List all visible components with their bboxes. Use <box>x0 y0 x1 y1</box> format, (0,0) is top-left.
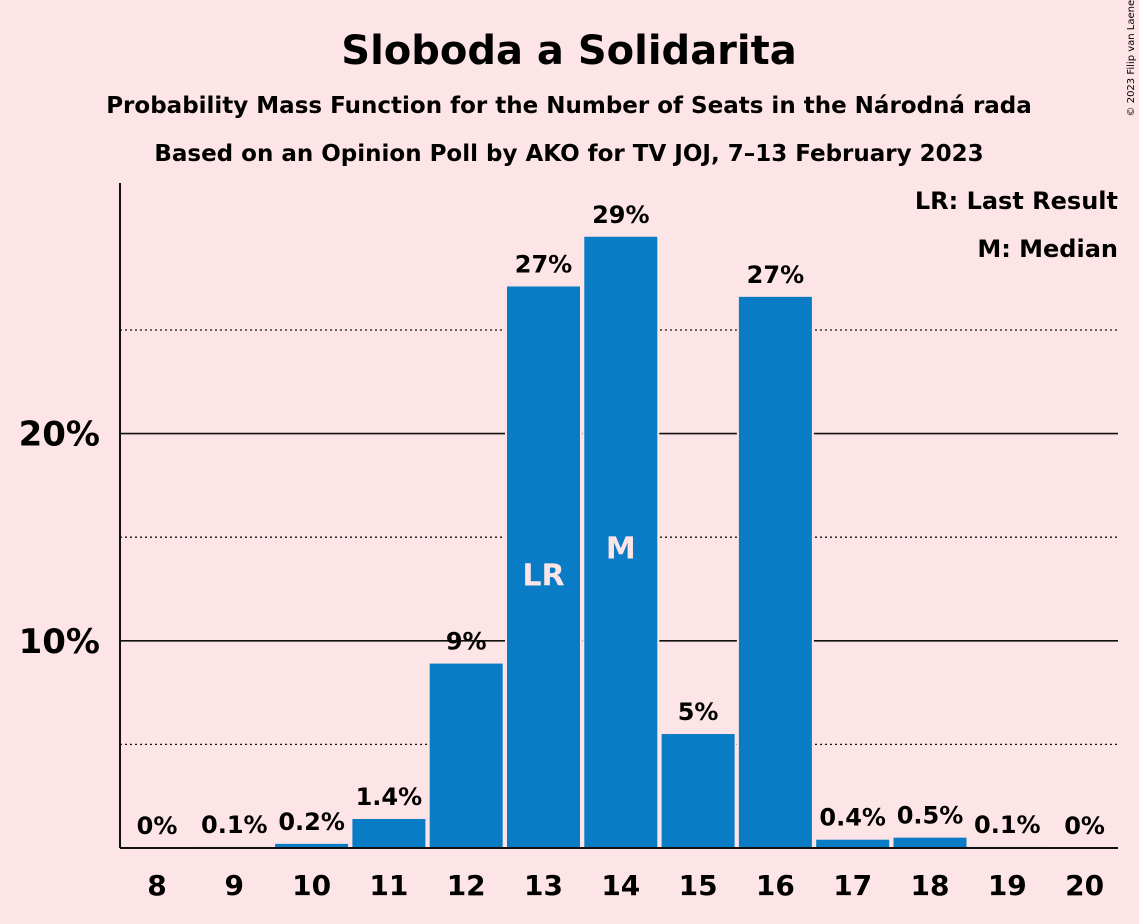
x-tick-label-18: 18 <box>911 869 950 902</box>
y-tick-label: 20% <box>19 415 100 455</box>
x-tick-label-19: 19 <box>988 869 1027 902</box>
bar-11 <box>352 818 426 848</box>
data-label-8: 0% <box>137 812 178 840</box>
bar-13 <box>507 286 580 848</box>
data-labels: 0% 0.1% 0.2% 1.4% 9% 27% LR 29% M 5% 27% 0.4% 0.5% 0.… <box>137 201 1105 840</box>
data-label-16: 27% <box>747 261 804 289</box>
bar-16 <box>738 296 812 848</box>
data-label-19: 0.1% <box>974 811 1041 839</box>
bar-12 <box>429 663 503 848</box>
x-tick-label-11: 11 <box>369 869 408 902</box>
data-label-10: 0.2% <box>278 808 345 836</box>
bar-15 <box>661 734 735 848</box>
bar-10 <box>275 843 349 848</box>
x-tick-label-15: 15 <box>679 869 718 902</box>
axes: 10% 20% 8 9 10 11 12 13 14 15 16 17 18 19 20 <box>19 183 1118 902</box>
bar-17 <box>816 839 890 848</box>
bar-14 <box>584 236 658 848</box>
bar-gap <box>968 844 1046 848</box>
data-label-14: 29% <box>592 201 649 229</box>
copyright-text: © 2023 Filip van Laenen <box>1126 0 1137 116</box>
x-tick-label-8: 8 <box>147 869 166 902</box>
data-label-20: 0% <box>1064 812 1105 840</box>
x-tick-label-9: 9 <box>225 869 244 902</box>
data-label-12: 9% <box>446 628 487 656</box>
x-tick-label-16: 16 <box>756 869 795 902</box>
bar-gap <box>195 844 273 848</box>
chart-subtitle-2: Based on an Opinion Poll by AKO for TV J… <box>154 141 983 167</box>
y-tick-label: 10% <box>19 622 100 662</box>
x-tick-label-12: 12 <box>447 869 486 902</box>
data-label-11: 1.4% <box>356 783 423 811</box>
bars <box>195 234 1046 848</box>
data-label-13: 27% <box>515 250 572 278</box>
marker-M: M <box>606 531 636 566</box>
data-label-15: 5% <box>678 698 719 726</box>
legend-median: M: Median <box>977 235 1118 263</box>
x-tick-label-13: 13 <box>524 869 563 902</box>
marker-LR: LR <box>522 559 564 594</box>
data-label-18: 0.5% <box>897 802 964 830</box>
bar-18 <box>893 837 967 848</box>
x-tick-label-20: 20 <box>1065 869 1104 902</box>
chart-title: Sloboda a Solidarita <box>341 28 796 74</box>
legend-last-result: LR: Last Result <box>915 187 1118 215</box>
data-label-9: 0.1% <box>201 811 268 839</box>
x-tick-label-10: 10 <box>292 869 331 902</box>
chart-subtitle-1: Probability Mass Function for the Number… <box>106 93 1032 119</box>
x-tick-label-14: 14 <box>601 869 640 902</box>
data-label-17: 0.4% <box>819 804 886 832</box>
x-tick-label-17: 17 <box>833 869 872 902</box>
